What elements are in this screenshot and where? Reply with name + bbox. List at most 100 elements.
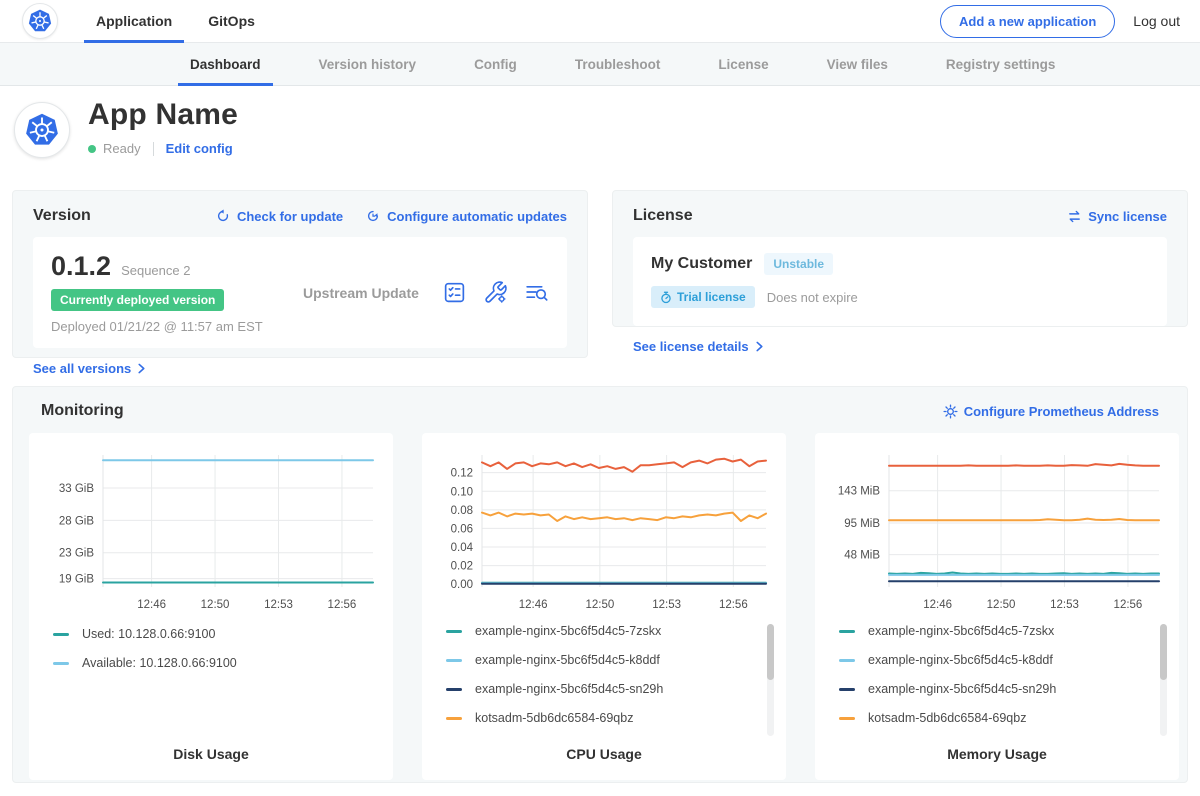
legend-color-dash: [53, 633, 69, 636]
memory-usage-legend: example-nginx-5bc6f5d4c5-7zskx example-ng…: [827, 624, 1167, 740]
legend-color-dash: [446, 630, 462, 633]
tab-dashboard[interactable]: Dashboard: [176, 43, 275, 85]
svg-text:0.12: 0.12: [451, 468, 473, 480]
legend-item: example-nginx-5bc6f5d4c5-sn29h: [446, 682, 774, 696]
legend-color-dash: [446, 659, 462, 662]
legend-item: Used: 10.128.0.66:9100: [53, 627, 381, 641]
legend-scrollbar[interactable]: [1160, 624, 1167, 736]
legend-item: Available: 10.128.0.66:9100: [53, 656, 381, 670]
tab-label: License: [718, 57, 768, 72]
topnav-tab-label: GitOps: [208, 13, 255, 29]
svg-text:12:46: 12:46: [519, 599, 548, 611]
svg-text:12:56: 12:56: [1114, 599, 1143, 611]
tab-config[interactable]: Config: [460, 43, 531, 85]
monitoring-section: Monitoring Configure Prometheus Address …: [12, 386, 1188, 783]
legend-label: example-nginx-5bc6f5d4c5-7zskx: [868, 624, 1054, 638]
chevron-right-icon: [755, 341, 764, 352]
tab-label: Config: [474, 57, 517, 72]
tab-label: Dashboard: [190, 57, 261, 72]
svg-text:95 MiB: 95 MiB: [844, 518, 880, 530]
tab-label: Registry settings: [946, 57, 1056, 72]
svg-text:12:46: 12:46: [923, 599, 952, 611]
link-label: Configure Prometheus Address: [964, 404, 1159, 419]
refresh-icon: [215, 208, 231, 224]
add-application-button[interactable]: Add a new application: [940, 5, 1115, 38]
legend-item: example-nginx-5bc6f5d4c5-k8ddf: [446, 653, 774, 667]
tab-troubleshoot[interactable]: Troubleshoot: [561, 43, 675, 85]
memory-usage-chart-card: 48 MiB95 MiB143 MiB12:4612:5012:5312:56 …: [815, 433, 1179, 780]
svg-text:12:53: 12:53: [652, 599, 681, 611]
legend-color-dash: [446, 717, 462, 720]
legend-item: kotsadm-5db6dc6584-69qbz: [446, 711, 774, 725]
sync-license-link[interactable]: Sync license: [1067, 209, 1167, 224]
tab-label: View files: [827, 57, 888, 72]
status-dot: [88, 145, 96, 153]
memory-usage-chart: 48 MiB95 MiB143 MiB12:4612:5012:5312:56: [827, 445, 1167, 612]
cpu-usage-legend: example-nginx-5bc6f5d4c5-7zskx example-ng…: [434, 624, 774, 740]
topnav-tab-gitops[interactable]: GitOps: [196, 0, 267, 42]
disk-usage-chart-card: 19 GiB23 GiB28 GiB33 GiB12:4612:5012:531…: [29, 433, 393, 780]
version-number: 0.1.2: [51, 251, 111, 282]
legend-color-dash: [839, 717, 855, 720]
monitoring-title: Monitoring: [41, 402, 124, 420]
chart-title: Disk Usage: [41, 740, 381, 770]
legend-color-dash: [839, 688, 855, 691]
check-for-update-link[interactable]: Check for update: [215, 208, 343, 224]
edit-config-icon[interactable]: [483, 280, 508, 305]
app-logo-icon: [14, 102, 70, 158]
preflight-checks-icon[interactable]: [442, 280, 467, 305]
legend-item: kotsadm-5db6dc6584-69qbz: [839, 711, 1167, 725]
license-card: License Sync license My Customer Unstabl…: [612, 190, 1188, 327]
svg-text:12:50: 12:50: [585, 599, 614, 611]
badge-label: Trial license: [677, 290, 746, 304]
version-source: Upstream Update: [281, 285, 442, 301]
sync-icon: [1067, 209, 1082, 224]
status-badge: Ready: [103, 141, 141, 156]
legend-label: kotsadm-5db6dc6584-69qbz: [868, 711, 1026, 725]
cpu-usage-chart-card: 0.000.020.040.060.080.100.1212:4612:5012…: [422, 433, 786, 780]
version-sequence: Sequence 2: [121, 263, 190, 278]
see-license-details-link[interactable]: See license details: [633, 339, 764, 354]
topnav-tab-application[interactable]: Application: [84, 0, 184, 42]
svg-text:12:53: 12:53: [1050, 599, 1079, 611]
current-version-row: 0.1.2 Sequence 2 Currently deployed vers…: [33, 237, 567, 348]
tab-license[interactable]: License: [704, 43, 782, 85]
currently-deployed-badge: Currently deployed version: [51, 289, 224, 311]
edit-config-link[interactable]: Edit config: [166, 141, 233, 156]
legend-label: Used: 10.128.0.66:9100: [82, 627, 215, 641]
tab-registry-settings[interactable]: Registry settings: [932, 43, 1070, 85]
legend-label: kotsadm-5db6dc6584-69qbz: [475, 711, 633, 725]
svg-text:12:56: 12:56: [719, 599, 748, 611]
disk-usage-chart: 19 GiB23 GiB28 GiB33 GiB12:4612:5012:531…: [41, 445, 381, 615]
kubernetes-logo-icon: [22, 3, 58, 39]
legend-item: example-nginx-5bc6f5d4c5-sn29h: [839, 682, 1167, 696]
disk-usage-legend: Used: 10.128.0.66:9100 Available: 10.128.…: [41, 627, 381, 740]
svg-text:12:50: 12:50: [987, 599, 1016, 611]
legend-scrollbar[interactable]: [767, 624, 774, 736]
version-card-title: Version: [33, 207, 91, 225]
topnav-tab-label: Application: [96, 13, 172, 29]
svg-text:0.06: 0.06: [451, 523, 473, 535]
svg-text:19 GiB: 19 GiB: [59, 574, 94, 586]
deploy-logs-icon[interactable]: [524, 280, 549, 305]
chart-title: Memory Usage: [827, 740, 1167, 770]
trial-license-badge: Trial license: [651, 286, 755, 308]
version-card: Version Check for update Configure au: [12, 190, 588, 358]
auto-update-clock-icon: [365, 208, 381, 224]
topnav-tabs: Application GitOps: [84, 0, 279, 42]
channel-badge: Unstable: [764, 253, 833, 275]
svg-text:0.08: 0.08: [451, 505, 473, 517]
configure-prometheus-link[interactable]: Configure Prometheus Address: [943, 404, 1159, 419]
chevron-right-icon: [137, 363, 146, 374]
logout-button[interactable]: Log out: [1133, 13, 1180, 29]
legend-item: example-nginx-5bc6f5d4c5-7zskx: [446, 624, 774, 638]
legend-label: example-nginx-5bc6f5d4c5-7zskx: [475, 624, 661, 638]
svg-text:28 GiB: 28 GiB: [59, 515, 94, 527]
see-all-versions-link[interactable]: See all versions: [33, 361, 146, 376]
legend-label: example-nginx-5bc6f5d4c5-k8ddf: [868, 653, 1053, 667]
configure-automatic-updates-link[interactable]: Configure automatic updates: [365, 208, 567, 224]
tab-version-history[interactable]: Version history: [305, 43, 431, 85]
svg-text:23 GiB: 23 GiB: [59, 548, 94, 560]
tab-view-files[interactable]: View files: [813, 43, 902, 85]
legend-item: example-nginx-5bc6f5d4c5-k8ddf: [839, 653, 1167, 667]
